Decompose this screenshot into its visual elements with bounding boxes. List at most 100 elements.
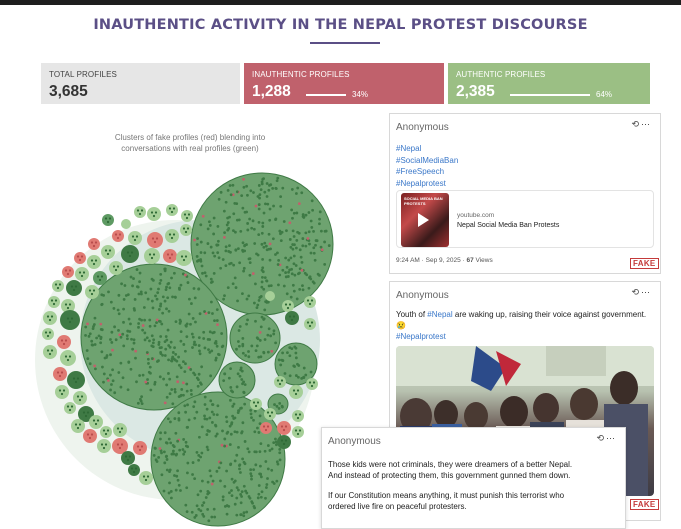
play-icon[interactable]	[418, 213, 429, 227]
profile-dot	[84, 414, 88, 418]
profile-bubble	[282, 300, 294, 312]
profile-dot	[203, 403, 207, 406]
profile-dot	[223, 444, 227, 448]
profile-dot	[292, 262, 296, 266]
profile-dot	[191, 461, 195, 464]
profile-dot	[240, 490, 244, 494]
profile-dot	[102, 380, 105, 384]
profile-dot	[309, 277, 313, 281]
profile-dot	[141, 373, 145, 377]
profile-dot	[270, 349, 274, 353]
hashtag-link[interactable]: #Nepal	[427, 310, 453, 319]
profile-bubble	[60, 350, 76, 366]
profile-dot	[265, 486, 268, 489]
profile-dot	[141, 324, 145, 327]
profile-dot	[201, 271, 204, 275]
profile-dot	[178, 448, 182, 452]
link-preview[interactable]: SOCIAL MEDIA BAN PROTESTS youtube.com Ne…	[396, 190, 654, 248]
profile-dot	[294, 351, 298, 355]
profile-bubble	[306, 378, 318, 390]
profile-dot	[209, 474, 213, 478]
profile-dot	[245, 297, 249, 301]
profile-dot	[288, 221, 292, 225]
profile-dot	[276, 462, 280, 466]
profile-dot	[110, 330, 114, 334]
profile-dot	[140, 209, 144, 212]
profile-dot	[84, 325, 88, 329]
profile-bubble	[102, 214, 114, 226]
profile-dot	[182, 343, 186, 346]
post-card-3[interactable]: Anonymous ⟲⋯ Those kids were not crimina…	[321, 427, 626, 529]
video-thumbnail[interactable]: SOCIAL MEDIA BAN PROTESTS	[401, 193, 449, 247]
more-icon[interactable]: ⋯	[606, 433, 617, 443]
profile-dot	[257, 184, 261, 187]
profile-dot	[278, 451, 282, 455]
profile-dot	[235, 430, 239, 434]
profile-dot	[284, 425, 288, 428]
profile-dot	[177, 355, 180, 359]
profile-dot	[88, 289, 92, 292]
more-icon[interactable]: ⋯	[641, 119, 652, 129]
profile-dot	[179, 366, 183, 370]
profile-dot	[292, 289, 296, 293]
profile-dot	[100, 443, 104, 446]
refresh-icon[interactable]: ⟲	[596, 433, 606, 443]
profile-dot	[58, 389, 62, 392]
hashtag-link[interactable]: #Nepalprotest	[396, 178, 446, 188]
profile-dot	[60, 371, 64, 374]
more-icon[interactable]: ⋯	[641, 287, 652, 297]
profile-bubble	[134, 206, 146, 218]
profile-dot	[163, 431, 167, 435]
profile-dot	[190, 332, 194, 336]
profile-dot	[270, 411, 274, 414]
profile-dot	[240, 495, 243, 498]
profile-dot	[149, 371, 152, 375]
profile-dot	[294, 429, 298, 432]
profile-dot	[154, 294, 157, 298]
profile-dot	[240, 430, 244, 434]
profile-dot	[301, 213, 305, 216]
profile-dot	[130, 337, 133, 341]
profile-dot	[228, 262, 231, 266]
profile-dot	[260, 180, 264, 184]
profile-dot	[250, 477, 253, 481]
profile-dot	[122, 344, 126, 348]
profile-dot	[243, 249, 247, 253]
profile-dot	[219, 266, 223, 270]
profile-dot	[197, 378, 200, 382]
hashtag-link[interactable]: #SocialMediaBan	[396, 155, 459, 165]
profile-dot	[176, 469, 179, 473]
profile-bubble	[52, 280, 64, 292]
profile-dot	[136, 209, 140, 212]
profile-dot	[205, 445, 209, 449]
stat-inauthentic-profiles: INAUTHENTIC PROFILES 1,288 34%	[244, 63, 444, 104]
post-card-1[interactable]: Anonymous ⟲⋯ #Nepal #SocialMediaBan #Fre…	[389, 113, 661, 274]
refresh-icon[interactable]: ⟲	[631, 287, 641, 297]
profile-dot	[116, 265, 120, 268]
profile-dot	[158, 282, 162, 285]
profile-dot	[168, 256, 172, 260]
profile-dot	[292, 235, 296, 238]
profile-dot	[156, 360, 159, 363]
profile-dot	[132, 277, 135, 280]
profile-dot	[122, 320, 125, 324]
profile-dot	[235, 453, 239, 457]
profile-dot	[121, 376, 125, 380]
hashtag-link[interactable]: #Nepal	[396, 144, 422, 153]
profile-dot	[264, 244, 268, 248]
profile-dot	[231, 229, 235, 233]
profile-dot	[148, 324, 152, 328]
refresh-icon[interactable]: ⟲	[631, 119, 641, 129]
profile-dot	[64, 355, 68, 358]
profile-dot	[190, 510, 194, 514]
profile-dot	[168, 392, 172, 396]
hashtag-link[interactable]: #Nepalprotest	[396, 332, 446, 341]
hashtag-link[interactable]: #FreeSpeech	[396, 167, 445, 176]
profile-dot	[183, 349, 187, 353]
profile-dot	[208, 350, 212, 354]
profile-dot	[111, 379, 115, 383]
profile-dot	[240, 194, 244, 198]
profile-dot	[306, 299, 310, 302]
profile-dot	[242, 391, 246, 395]
profile-dot	[250, 226, 254, 230]
